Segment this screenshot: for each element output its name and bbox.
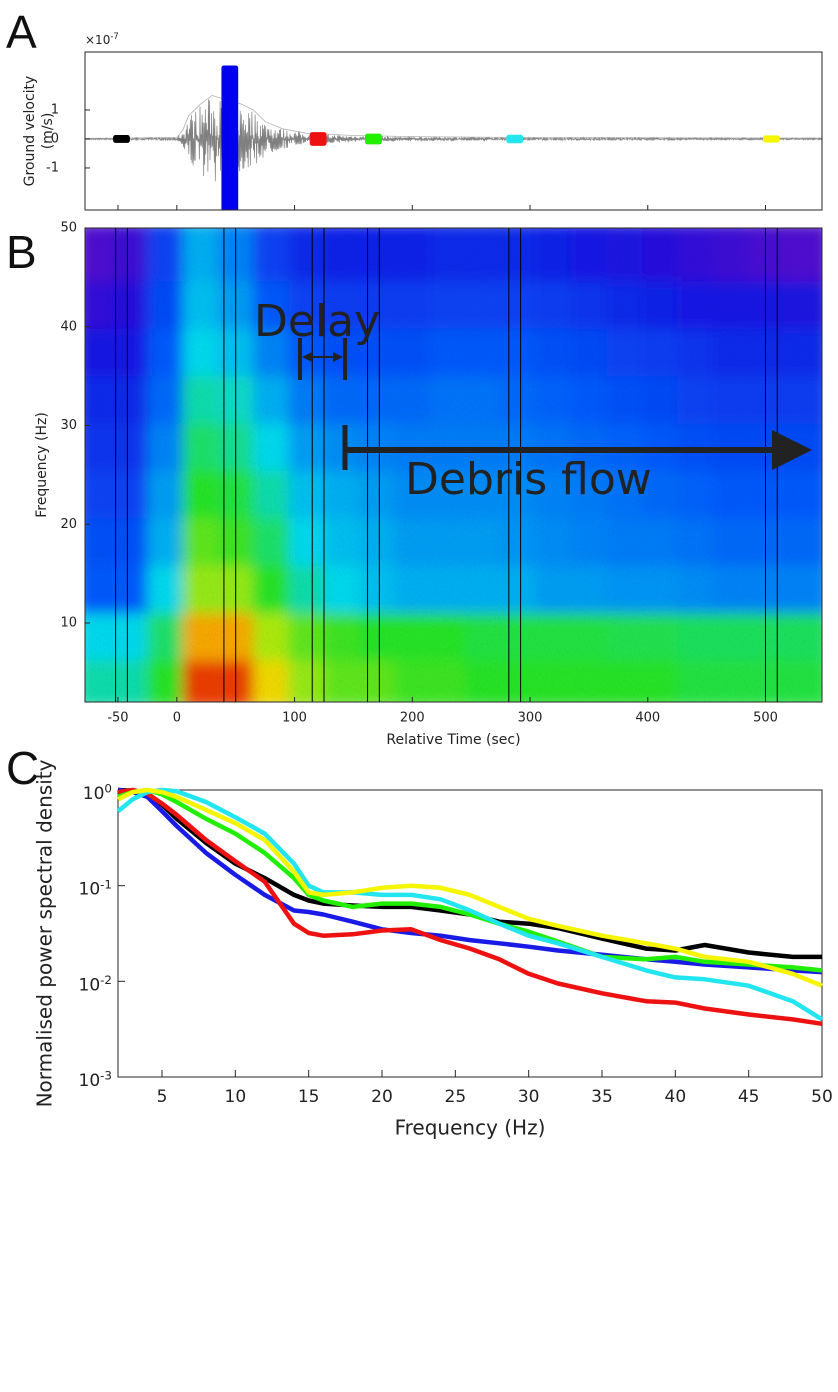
y-tick-label: 50 — [60, 221, 77, 236]
x-axis-label: Frequency (Hz) — [395, 1116, 546, 1140]
y-tick-label: 10-1 — [79, 877, 113, 900]
y-tick-label: 1 — [51, 102, 59, 117]
y-tick-label: 40 — [60, 319, 77, 334]
y-tick-label: 0 — [51, 131, 59, 146]
y-tick-label: 20 — [60, 517, 77, 532]
x-tick-label: 30 — [518, 1087, 540, 1107]
window — [365, 133, 382, 145]
x-tick-label: 35 — [591, 1087, 613, 1107]
annotation: Debris flow — [405, 454, 652, 505]
x-tick-label: -50 — [107, 711, 128, 726]
y-tick-label: 10 — [60, 616, 77, 631]
x-tick-label: 200 — [400, 711, 425, 726]
x-tick-label: 300 — [518, 711, 543, 726]
series-line — [117, 787, 823, 988]
plot-area — [85, 228, 822, 702]
x-tick-label: 400 — [635, 711, 660, 726]
y-tick-label: 10-3 — [79, 1068, 113, 1091]
x-tick-label: 5 — [157, 1087, 168, 1107]
envelope — [85, 95, 822, 139]
axes-box — [84, 51, 823, 211]
y-axis-label: (m/s) — [40, 113, 56, 150]
flow-arrowhead — [772, 430, 812, 470]
panel-label: C — [6, 742, 39, 794]
y-axis-label: Normalised power spectral density — [33, 759, 57, 1107]
axes-box — [84, 227, 823, 703]
window — [506, 134, 524, 144]
x-tick-label: 0 — [173, 711, 181, 726]
x-tick-label: 25 — [445, 1087, 467, 1107]
x-tick-label: 15 — [298, 1087, 320, 1107]
x-tick-label: 20 — [371, 1087, 393, 1107]
y-tick-label: 100 — [83, 781, 112, 804]
axes-box — [117, 789, 823, 1078]
window — [113, 135, 130, 143]
series-line — [117, 787, 823, 1027]
annotation: Delay — [254, 296, 380, 347]
x-tick-label: 45 — [738, 1087, 760, 1107]
x-tick-label: 100 — [282, 711, 307, 726]
window — [221, 65, 239, 210]
x-tick-label: 40 — [665, 1087, 687, 1107]
x-tick-label: 50 — [811, 1087, 833, 1107]
y-axis-label: Ground velocity — [22, 76, 38, 187]
series-line — [117, 787, 822, 960]
y-tick-label: 30 — [60, 418, 77, 433]
series-line — [116, 787, 824, 1022]
y-tick-label: -1 — [46, 160, 59, 175]
panel-label: B — [6, 226, 37, 278]
speckle — [85, 228, 822, 702]
x-tick-label: 500 — [753, 711, 778, 726]
x-tick-label: 10 — [225, 1087, 247, 1107]
window — [309, 132, 327, 146]
x-axis-label: Relative Time (sec) — [386, 732, 520, 748]
panel-label: A — [6, 6, 37, 58]
window — [762, 135, 780, 143]
y-axis-label: Frequency (Hz) — [34, 412, 50, 518]
y-tick-label: 10-2 — [79, 972, 113, 995]
waveform-trace — [85, 99, 822, 182]
delay-arrowhead — [302, 352, 343, 362]
series-line — [117, 787, 823, 973]
exponent-label: ×10-7 — [85, 31, 119, 47]
